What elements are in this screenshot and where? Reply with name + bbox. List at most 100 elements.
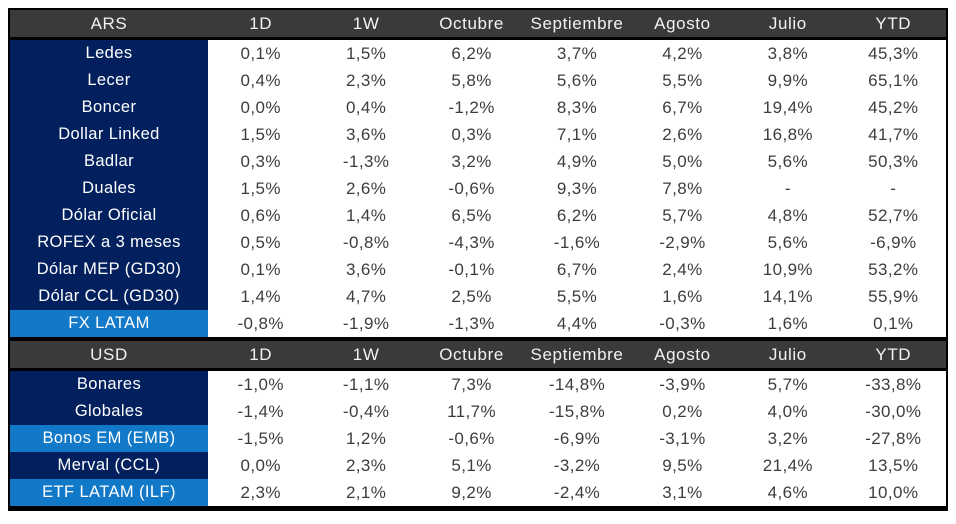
value-cell: 3,6% <box>345 259 387 279</box>
value-cell: 5,7% <box>767 374 809 394</box>
row-label: FX LATAM <box>10 310 208 337</box>
column-header: Agosto <box>654 344 711 364</box>
row-label: Dollar Linked <box>10 121 208 148</box>
value-cell: 6,5% <box>451 205 492 225</box>
table-row: ROFEX a 3 meses 0,5% -0,8% -4,3% -1,6% -2,9%… <box>10 229 946 256</box>
value-cell: -30,0% <box>865 401 922 421</box>
value-cell: 3,8% <box>767 43 809 63</box>
value-cell: - <box>784 178 791 198</box>
table-row: FX LATAM -0,8% -1,9% -1,3% 4,4% -0,3% 1,6% 0,1… <box>10 310 946 337</box>
table-row: Dollar Linked 1,5% 3,6% 0,3% 7,1% 2,6% 16,8% 4… <box>10 121 946 148</box>
column-header: Octubre <box>439 344 504 364</box>
value-cell: 7,8% <box>662 178 703 198</box>
row-label: ROFEX a 3 meses <box>10 229 208 256</box>
value-cell: 0,5% <box>240 232 281 252</box>
value-cell: 9,3% <box>556 178 598 198</box>
table-body: Bonares -1,0% -1,1% 7,3% -14,8% -3,9% 5,7% -33… <box>10 371 946 506</box>
value-cell: 4,6% <box>767 482 809 502</box>
value-cell: 5,0% <box>662 151 703 171</box>
value-cell: -1,6% <box>553 232 601 252</box>
value-cell: 1,5% <box>240 124 281 144</box>
value-cell: 0,0% <box>240 97 281 117</box>
table-row: Bonos EM (EMB) -1,5% 1,2% -0,6% -6,9% -3,1% 3… <box>10 425 946 452</box>
value-cell: 4,7% <box>345 286 387 306</box>
table-body: Ledes 0,1% 1,5% 6,2% 3,7% 4,2% 3,8% 45,3% Lece… <box>10 40 946 337</box>
table-row: Lecer 0,4% 2,3% 5,8% 5,6% 5,5% 9,9% 65,1% <box>10 67 946 94</box>
value-cell: 19,4% <box>762 97 813 117</box>
table-row: Dólar CCL (GD30) 1,4% 4,7% 2,5% 5,5% 1,6% 14,… <box>10 283 946 310</box>
column-header: Julio <box>768 13 807 33</box>
value-cell: 16,8% <box>762 124 813 144</box>
value-cell: 0,4% <box>345 97 387 117</box>
value-cell: -3,1% <box>659 428 706 448</box>
table-row: Ledes 0,1% 1,5% 6,2% 3,7% 4,2% 3,8% 45,3% <box>10 40 946 67</box>
value-cell: 7,3% <box>451 374 492 394</box>
table-header-row: ARS 1D 1W Octubre Septiembre Agosto Julio YTD <box>10 10 946 40</box>
row-label: Dólar MEP (GD30) <box>10 256 208 283</box>
table-row: Badlar 0,3% -1,3% 3,2% 4,9% 5,0% 5,6% 50,3% <box>10 148 946 175</box>
value-cell: 0,4% <box>240 70 281 90</box>
value-cell: -1,3% <box>448 313 495 333</box>
value-cell: 9,2% <box>451 482 492 502</box>
value-cell: 55,9% <box>868 286 919 306</box>
value-cell: -1,5% <box>237 428 284 448</box>
value-cell: 50,3% <box>868 151 919 171</box>
value-cell: 2,3% <box>345 455 387 475</box>
value-cell: 4,0% <box>767 401 809 421</box>
value-cell: 4,2% <box>662 43 703 63</box>
value-cell: -1,9% <box>342 313 390 333</box>
value-cell: 0,1% <box>240 43 281 63</box>
row-label: Bonares <box>10 371 208 398</box>
value-cell: 2,1% <box>345 482 387 502</box>
value-cell: 2,6% <box>662 124 703 144</box>
value-cell: -33,8% <box>865 374 922 394</box>
value-cell: 1,5% <box>240 178 281 198</box>
value-cell: -6,9% <box>553 428 601 448</box>
value-cell: 21,4% <box>762 455 813 475</box>
row-label: Merval (CCL) <box>10 452 208 479</box>
value-cell: 53,2% <box>868 259 919 279</box>
value-cell: 5,5% <box>662 70 703 90</box>
column-header: 1D <box>249 344 273 364</box>
value-cell: 0,0% <box>240 455 281 475</box>
value-cell: 3,6% <box>345 124 387 144</box>
section-title: USD <box>90 344 128 364</box>
value-cell: 2,3% <box>345 70 387 90</box>
table-section: ARS 1D 1W Octubre Septiembre Agosto Julio YTD … <box>10 10 946 337</box>
value-cell: 5,5% <box>556 286 598 306</box>
value-cell: 45,3% <box>868 43 919 63</box>
row-label: Lecer <box>10 67 208 94</box>
table-row: Globales -1,4% -0,4% 11,7% -15,8% 0,2% 4,0% -3… <box>10 398 946 425</box>
table-header-row: USD 1D 1W Octubre Septiembre Agosto Julio YTD <box>10 341 946 371</box>
table-section: USD 1D 1W Octubre Septiembre Agosto Julio YTD … <box>10 337 946 506</box>
value-cell: 7,1% <box>556 124 598 144</box>
row-label: Bonos EM (EMB) <box>10 425 208 452</box>
value-cell: -0,4% <box>342 401 390 421</box>
row-label: Boncer <box>10 94 208 121</box>
value-cell: 8,3% <box>556 97 598 117</box>
value-cell: 0,1% <box>873 313 914 333</box>
value-cell: 10,0% <box>868 482 919 502</box>
value-cell: 5,7% <box>662 205 703 225</box>
value-cell: 4,9% <box>556 151 598 171</box>
value-cell: -1,0% <box>237 374 284 394</box>
table-row: Merval (CCL) 0,0% 2,3% 5,1% -3,2% 9,5% 21,4% 1… <box>10 452 946 479</box>
value-cell: 2,3% <box>240 482 281 502</box>
value-cell: 1,5% <box>345 43 387 63</box>
row-label: Ledes <box>10 40 208 67</box>
value-cell: 45,2% <box>868 97 919 117</box>
value-cell: -3,9% <box>659 374 706 394</box>
value-cell: 0,6% <box>240 205 281 225</box>
value-cell: 5,6% <box>556 70 598 90</box>
value-cell: 3,1% <box>662 482 703 502</box>
value-cell: 3,2% <box>767 428 809 448</box>
value-cell: -2,9% <box>659 232 706 252</box>
value-cell: -0,8% <box>342 232 390 252</box>
row-label: Dólar CCL (GD30) <box>10 283 208 310</box>
value-cell: 4,4% <box>556 313 598 333</box>
value-cell: 3,2% <box>451 151 492 171</box>
value-cell: 2,4% <box>662 259 703 279</box>
column-header: YTD <box>875 344 912 364</box>
value-cell: -0,1% <box>448 259 495 279</box>
